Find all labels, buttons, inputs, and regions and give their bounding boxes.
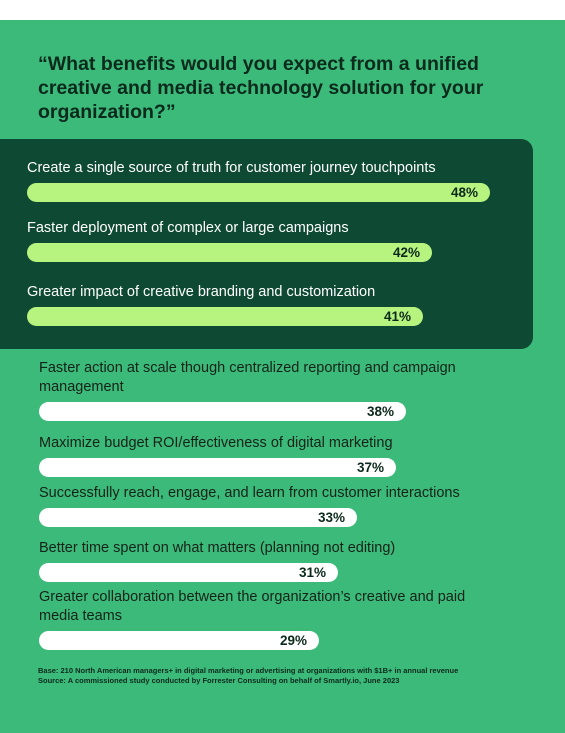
footnote: Base: 210 North American managers+ in di…: [38, 666, 528, 686]
bar: 48%: [27, 183, 490, 202]
bar-value-label: 41%: [383, 309, 411, 324]
bar-category-label: Successfully reach, engage, and learn fr…: [39, 485, 460, 501]
footnote-base: Base: 210 North American managers+ in di…: [38, 666, 459, 675]
bar-value-label: 42%: [392, 245, 420, 260]
bar-category-label: Maximize budget ROI/effectiveness of dig…: [39, 435, 393, 451]
bar-category-label: Faster deployment of complex or large ca…: [27, 220, 349, 236]
bar-row: Greater collaboration between the organi…: [39, 588, 479, 650]
chart-title: “What benefits would you expect from a u…: [38, 53, 484, 123]
bar-category-label: Faster action at scale though centralize…: [39, 360, 456, 395]
bar-value-label: 29%: [279, 633, 307, 648]
bar-category-label: Greater collaboration between the organi…: [39, 589, 466, 624]
bar-category-label: Greater impact of creative branding and …: [27, 284, 376, 300]
bar-category-label: Create a single source of truth for cust…: [27, 160, 436, 176]
bar: 29%: [39, 631, 319, 650]
bar-value-label: 31%: [298, 565, 326, 580]
bar: 33%: [39, 508, 357, 527]
bar: 41%: [27, 307, 423, 326]
bar-row: Faster deployment of complex or large ca…: [27, 219, 527, 262]
bar-row: Successfully reach, engage, and learn fr…: [39, 484, 529, 527]
top-strip: [0, 0, 565, 20]
bar-value-label: 33%: [317, 510, 345, 525]
bar-row: Greater impact of creative branding and …: [27, 283, 527, 326]
bar: 31%: [39, 563, 338, 582]
bar-row: Better time spent on what matters (plann…: [39, 539, 529, 582]
bar-row: Maximize budget ROI/effectiveness of dig…: [39, 434, 529, 477]
bar-category-label: Better time spent on what matters (plann…: [39, 540, 396, 556]
bar-value-label: 48%: [450, 185, 478, 200]
footnote-source: Source: A commissioned study conducted b…: [38, 676, 400, 685]
bar: 38%: [39, 402, 406, 421]
bar-row: Create a single source of truth for cust…: [27, 159, 527, 202]
bar-value-label: 37%: [356, 460, 384, 475]
bar: 42%: [27, 243, 432, 262]
bar-row: Faster action at scale though centralize…: [39, 359, 529, 421]
bar-value-label: 38%: [366, 404, 394, 419]
bar: 37%: [39, 458, 396, 477]
